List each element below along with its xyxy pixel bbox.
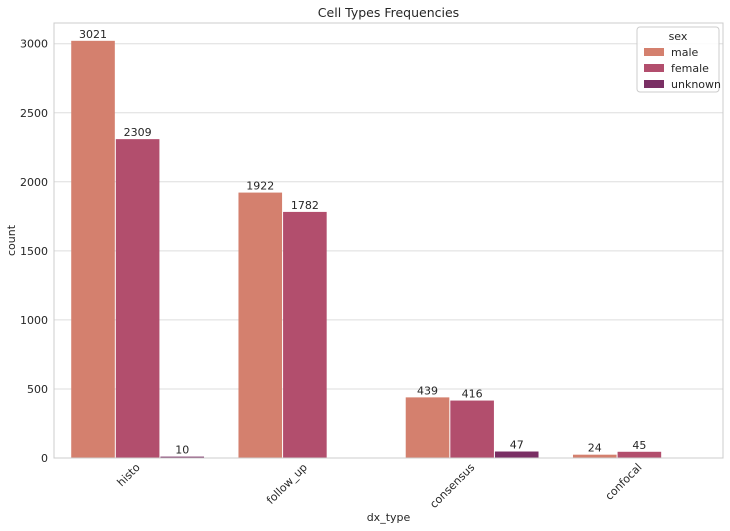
y-axis-label: count (5, 224, 18, 256)
bar-male (238, 192, 283, 459)
bar-female (617, 451, 662, 458)
chart-title: Cell Types Frequencies (318, 5, 459, 20)
x-tick-label: histo (115, 461, 143, 489)
y-tick-label: 3000 (20, 38, 48, 51)
bar-value-label: 2309 (124, 126, 152, 139)
grid-lines (54, 43, 723, 459)
y-tick-label: 0 (41, 452, 48, 465)
bar-value-label: 10 (175, 444, 189, 457)
bar-value-label: 45 (632, 439, 646, 452)
legend-title: sex (669, 30, 688, 43)
bar-unknown (494, 451, 539, 458)
y-tick-label: 2000 (20, 176, 48, 189)
bar-male (572, 454, 617, 458)
bar-value-label: 416 (462, 388, 483, 401)
legend-swatch-unknown (644, 80, 664, 88)
bar-male (405, 397, 450, 458)
x-tick-label: follow_up (264, 461, 310, 507)
bar-female (115, 139, 160, 458)
x-tick-label: confocal (603, 461, 645, 503)
legend-entry-female: female (671, 62, 709, 75)
bar-unknown (160, 456, 205, 458)
bar-value-label: 47 (510, 439, 524, 452)
bar-value-label: 1782 (291, 199, 319, 212)
legend: sex male female unknown (636, 26, 721, 93)
bar-male (71, 40, 115, 459)
bar-value-label: 439 (417, 384, 438, 397)
legend-entry-unknown: unknown (671, 78, 721, 91)
y-tick-label: 1500 (20, 245, 48, 258)
bar-value-label: 3021 (79, 28, 107, 41)
bar-value-label: 24 (588, 442, 602, 455)
bar-female (283, 211, 327, 458)
data-labels: 3021 2309 10 1922 1782 439 416 47 24 45 (79, 28, 646, 457)
bar-female (450, 400, 494, 458)
bars (71, 40, 662, 459)
y-tick-label: 1000 (20, 314, 48, 327)
legend-swatch-female (644, 64, 664, 72)
x-tick-label: consensus (427, 461, 477, 511)
plot-frame (53, 22, 724, 459)
x-axis-label: dx_type (367, 511, 411, 524)
legend-swatch-male (644, 48, 664, 56)
y-axis: 0 500 1000 1500 2000 2500 3000 (20, 38, 48, 465)
legend-entry-male: male (671, 46, 699, 59)
legend-box (636, 26, 720, 93)
y-tick-label: 2500 (20, 107, 48, 120)
y-tick-label: 500 (27, 383, 48, 396)
bar-value-label: 1922 (246, 180, 274, 193)
x-axis: histo follow_up consensus confocal (115, 461, 645, 511)
